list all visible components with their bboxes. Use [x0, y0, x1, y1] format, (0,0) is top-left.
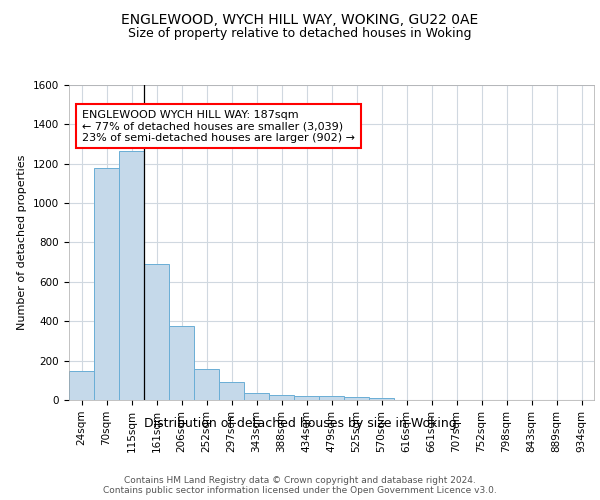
Bar [319, 396, 344, 400]
Text: ENGLEWOOD, WYCH HILL WAY, WOKING, GU22 0AE: ENGLEWOOD, WYCH HILL WAY, WOKING, GU22 0… [121, 12, 479, 26]
Text: Size of property relative to detached houses in Woking: Size of property relative to detached ho… [128, 28, 472, 40]
Bar [294, 396, 319, 400]
Text: Contains HM Land Registry data © Crown copyright and database right 2024.
Contai: Contains HM Land Registry data © Crown c… [103, 476, 497, 495]
Bar [344, 397, 369, 400]
Bar [369, 398, 394, 400]
Bar [169, 326, 194, 400]
Bar [244, 393, 269, 400]
Bar [69, 371, 94, 400]
Text: Distribution of detached houses by size in Woking: Distribution of detached houses by size … [143, 418, 457, 430]
Bar [94, 168, 119, 400]
Text: ENGLEWOOD WYCH HILL WAY: 187sqm
← 77% of detached houses are smaller (3,039)
23%: ENGLEWOOD WYCH HILL WAY: 187sqm ← 77% of… [82, 110, 355, 143]
Bar [219, 382, 244, 400]
Y-axis label: Number of detached properties: Number of detached properties [17, 155, 28, 330]
Bar [194, 368, 219, 400]
Bar [144, 264, 169, 400]
Bar [269, 395, 294, 400]
Bar [119, 151, 144, 400]
